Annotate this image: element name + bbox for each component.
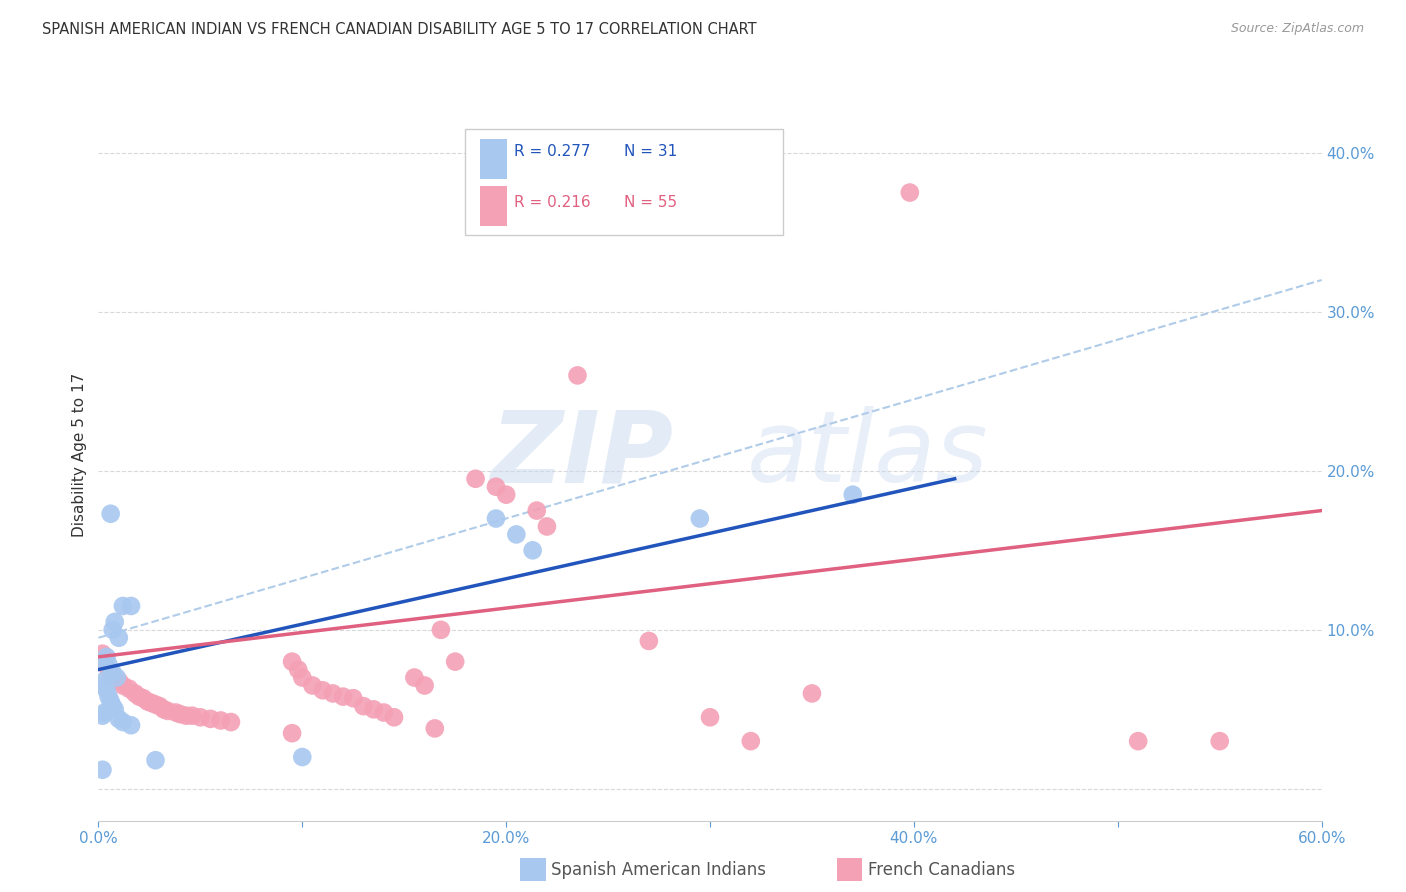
- Point: [188, 710, 212, 724]
- Point: [637, 634, 661, 648]
- Point: [108, 673, 131, 688]
- Point: [108, 712, 131, 726]
- Point: [342, 691, 364, 706]
- Point: [91, 763, 114, 777]
- Point: [105, 671, 128, 685]
- Point: [898, 186, 921, 200]
- Point: [96, 649, 118, 664]
- Point: [413, 678, 436, 692]
- Point: [801, 686, 824, 700]
- Point: [97, 690, 120, 704]
- Point: [136, 694, 159, 708]
- Point: [291, 750, 314, 764]
- Point: [156, 704, 179, 718]
- Point: [108, 631, 131, 645]
- Point: [444, 655, 467, 669]
- Point: [101, 699, 124, 714]
- Point: [352, 699, 374, 714]
- Point: [120, 599, 142, 613]
- Point: [101, 671, 124, 685]
- Point: [322, 686, 344, 700]
- Y-axis label: Disability Age 5 to 17: Disability Age 5 to 17: [72, 373, 87, 537]
- Point: [404, 671, 426, 685]
- Point: [93, 673, 115, 688]
- Point: [101, 623, 124, 637]
- Text: SPANISH AMERICAN INDIAN VS FRENCH CANADIAN DISABILITY AGE 5 TO 17 CORRELATION CH: SPANISH AMERICAN INDIAN VS FRENCH CANADI…: [42, 22, 756, 37]
- Point: [111, 599, 134, 613]
- Point: [200, 712, 222, 726]
- Text: French Canadians: French Canadians: [868, 861, 1015, 879]
- Point: [132, 691, 155, 706]
- Point: [93, 706, 115, 720]
- Text: Spanish American Indians: Spanish American Indians: [551, 861, 766, 879]
- Point: [485, 511, 508, 525]
- Point: [699, 710, 721, 724]
- Point: [567, 368, 589, 383]
- Point: [287, 663, 309, 677]
- Point: [536, 519, 558, 533]
- Point: [373, 706, 395, 720]
- Point: [464, 472, 486, 486]
- Point: [181, 708, 204, 723]
- Point: [174, 708, 197, 723]
- Point: [141, 696, 163, 710]
- Point: [124, 686, 146, 700]
- Point: [149, 699, 172, 714]
- Point: [100, 694, 122, 708]
- Point: [363, 702, 385, 716]
- Point: [689, 511, 711, 525]
- Point: [1128, 734, 1150, 748]
- Point: [111, 714, 134, 729]
- Point: [91, 678, 114, 692]
- Point: [120, 718, 142, 732]
- Text: Source: ZipAtlas.com: Source: ZipAtlas.com: [1230, 22, 1364, 36]
- Point: [430, 623, 453, 637]
- Point: [169, 707, 191, 722]
- Point: [145, 698, 167, 712]
- Point: [219, 714, 242, 729]
- Point: [841, 488, 863, 502]
- Point: [128, 690, 150, 704]
- Point: [97, 657, 120, 672]
- Point: [312, 683, 335, 698]
- Text: ZIP: ZIP: [491, 407, 673, 503]
- Point: [91, 647, 114, 661]
- Point: [526, 503, 548, 517]
- Point: [301, 678, 323, 692]
- Point: [281, 655, 304, 669]
- Point: [96, 683, 118, 698]
- Point: [485, 480, 508, 494]
- Point: [495, 488, 517, 502]
- Point: [104, 702, 127, 716]
- Point: [100, 507, 122, 521]
- Point: [740, 734, 762, 748]
- Point: [281, 726, 304, 740]
- Text: N = 31: N = 31: [624, 144, 678, 159]
- Point: [522, 543, 544, 558]
- Point: [423, 722, 446, 736]
- Point: [93, 655, 115, 669]
- Point: [165, 706, 187, 720]
- Text: R = 0.277: R = 0.277: [515, 144, 591, 159]
- Point: [111, 678, 134, 692]
- Point: [209, 714, 232, 728]
- Point: [332, 690, 354, 704]
- Point: [104, 615, 127, 629]
- Point: [291, 671, 314, 685]
- Text: R = 0.216: R = 0.216: [515, 195, 591, 211]
- Point: [382, 710, 405, 724]
- Text: N = 55: N = 55: [624, 195, 678, 211]
- Point: [1209, 734, 1232, 748]
- Point: [91, 708, 114, 723]
- Point: [101, 665, 124, 680]
- Text: atlas: atlas: [747, 407, 988, 503]
- Point: [97, 663, 120, 677]
- Point: [505, 527, 527, 541]
- Point: [93, 655, 115, 669]
- Point: [145, 753, 167, 767]
- Point: [118, 681, 141, 696]
- Point: [152, 702, 174, 716]
